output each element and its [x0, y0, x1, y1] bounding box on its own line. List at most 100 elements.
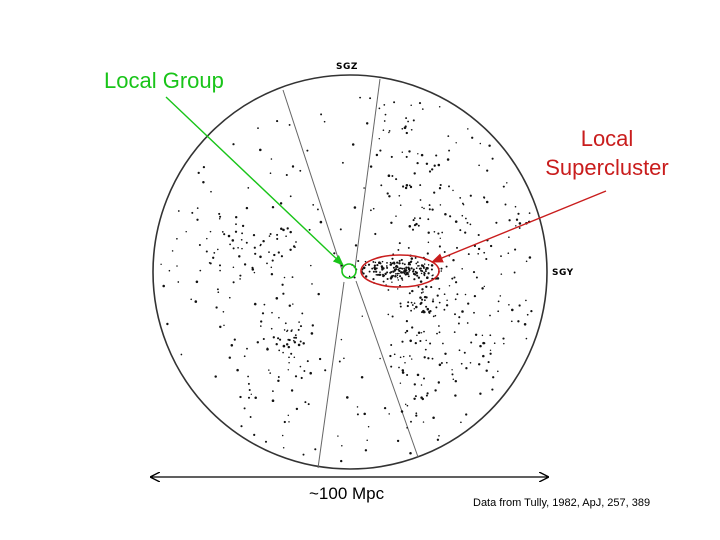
galaxy-point [185, 230, 187, 233]
galaxy-point [383, 406, 387, 410]
galaxy-point [241, 247, 243, 250]
galaxy-point [396, 274, 399, 277]
galaxy-point [361, 269, 364, 271]
galaxy-point [437, 381, 440, 384]
galaxy-point [279, 202, 283, 205]
galaxy-point [282, 228, 285, 232]
galaxy-point [477, 363, 481, 366]
galaxy-point [401, 340, 404, 343]
galaxy-point [420, 153, 424, 157]
galaxy-point [413, 302, 416, 305]
galaxy-point [474, 333, 478, 336]
galaxy-point [271, 205, 275, 209]
galaxy-point [451, 369, 453, 371]
galaxy-point [369, 165, 373, 168]
galaxy-point [393, 268, 397, 272]
galaxy-point [304, 401, 307, 404]
galaxy-point [400, 258, 403, 261]
galaxy-point [489, 244, 493, 248]
galaxy-point [464, 231, 467, 234]
galaxy-point [454, 379, 458, 383]
galaxy-point [426, 307, 430, 311]
galaxy-point [489, 349, 492, 351]
galaxy-point [277, 376, 280, 378]
galaxy-point [414, 341, 417, 345]
galaxy-point [213, 252, 216, 254]
galaxy-point [209, 230, 212, 233]
galaxy-point [412, 268, 415, 271]
galaxy-point [282, 344, 286, 348]
galaxy-point [383, 104, 386, 106]
galaxy-point [283, 420, 286, 424]
galaxy-point [445, 361, 448, 364]
galaxy-point [391, 257, 394, 260]
galaxy-point [368, 270, 371, 273]
galaxy-point [409, 339, 412, 343]
galaxy-point [294, 336, 298, 339]
galaxy-point [307, 403, 310, 406]
galaxy-point [232, 247, 235, 250]
galaxy-point [461, 268, 463, 270]
galaxy-point [243, 263, 247, 266]
galaxy-point [177, 281, 180, 283]
galaxy-point [218, 212, 221, 215]
galaxy-point [412, 219, 415, 222]
galaxy-point [499, 295, 502, 297]
galaxy-point [469, 362, 472, 364]
galaxy-point [239, 395, 242, 399]
galaxy-point [354, 244, 358, 247]
galaxy-point [492, 376, 495, 379]
galaxy-point [395, 178, 398, 181]
galaxy-point [458, 349, 461, 352]
galaxy-point [518, 227, 521, 229]
galaxy-point [288, 304, 292, 307]
galaxy-point [270, 266, 273, 269]
galaxy-point [260, 325, 262, 327]
galaxy-point [396, 439, 400, 443]
galaxy-point [426, 276, 429, 280]
galaxy-point [357, 259, 360, 263]
galaxy-point [356, 413, 359, 416]
galaxy-point [318, 357, 322, 361]
galaxy-point [364, 264, 367, 267]
galaxy-point [401, 371, 405, 374]
galaxy-point [438, 287, 441, 290]
galaxy-point [405, 266, 408, 269]
galaxy-point [287, 345, 291, 349]
galaxy-point [433, 230, 436, 233]
galaxy-point [425, 162, 429, 166]
galaxy-point [202, 181, 205, 184]
galaxy-point [401, 127, 404, 130]
galaxy-point [395, 264, 398, 268]
galaxy-point [395, 273, 397, 275]
galaxy-point [302, 342, 305, 345]
galaxy-point [372, 207, 375, 210]
galaxy-point [276, 233, 279, 236]
galaxy-point [383, 120, 386, 122]
galaxy-point [460, 362, 463, 365]
galaxy-point [229, 243, 231, 246]
galaxy-point [205, 250, 208, 253]
galaxy-point [233, 338, 236, 341]
galaxy-point [299, 340, 302, 343]
galaxy-point [386, 277, 389, 281]
galaxy-point [410, 267, 413, 270]
galaxy-point [272, 390, 274, 392]
galaxy-point [438, 106, 441, 108]
galaxy-point [430, 268, 433, 271]
galaxy-point [384, 113, 387, 116]
galaxy-point [218, 264, 222, 267]
galaxy-point [437, 232, 440, 235]
galaxy-point [479, 142, 482, 145]
galaxy-point [403, 263, 406, 266]
galaxy-point [370, 209, 372, 212]
galaxy-point [257, 127, 259, 129]
galaxy-point [446, 299, 448, 302]
galaxy-point [286, 330, 288, 333]
galaxy-point [415, 271, 419, 275]
galaxy-point [398, 366, 400, 369]
galaxy-point [373, 264, 377, 267]
galaxy-point [408, 225, 412, 228]
galaxy-point [290, 389, 294, 392]
galaxy-point [374, 261, 377, 264]
